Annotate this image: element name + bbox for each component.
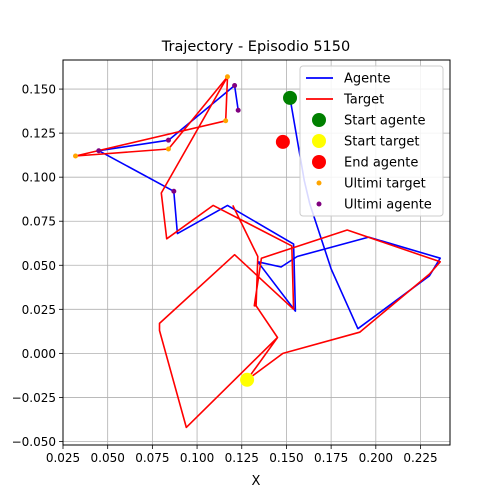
y-tick-label: 0.000 [22, 347, 56, 361]
ultimi-target-point [73, 153, 79, 159]
y-axis-ticks: −0.050 −0.025 0.000 0.025 0.050 0.075 0.100 0.1… [12, 83, 63, 449]
y-tick-label: 0.050 [22, 259, 56, 273]
ultimi-agente-point [171, 188, 177, 194]
x-tick-label: 0.175 [314, 451, 348, 465]
ultimi-agente-point [165, 137, 171, 143]
y-tick-label: 0.075 [22, 215, 56, 229]
start-agente-point [283, 90, 298, 105]
x-tick-label: 0.225 [403, 451, 437, 465]
ultimi-agente-legend-swatch [316, 201, 322, 207]
x-tick-label: 0.200 [359, 451, 393, 465]
start-target-point [240, 372, 255, 387]
ultimi-target-point [165, 146, 171, 152]
x-tick-label: 0.050 [91, 451, 125, 465]
plot-series [73, 74, 442, 429]
plot-frame [62, 59, 451, 446]
ultimi-target-legend-label: Ultimi target [344, 177, 426, 192]
x-tick-label: 0.125 [225, 451, 259, 465]
start-agente-legend-swatch [312, 113, 326, 127]
ultimi-target-point [223, 118, 229, 124]
start-target-legend-label: Start target [344, 135, 419, 150]
target-legend-label: Target [343, 93, 384, 108]
x-tick-label: 0.025 [46, 451, 80, 465]
chart-title: Trajectory - Episodio 5150 [161, 39, 350, 55]
x-tick-label: 0.150 [269, 451, 303, 465]
ultimi-agente-point [232, 83, 238, 89]
start-agente-legend-label: Start agente [344, 114, 425, 129]
y-tick-label: 0.125 [22, 127, 56, 141]
x-tick-label: 0.075 [135, 451, 169, 465]
y-tick-label: −0.025 [12, 391, 56, 405]
start-target-legend-swatch [312, 134, 326, 148]
y-tick-label: 0.150 [22, 83, 56, 97]
x-axis-ticks: 0.025 0.050 0.075 0.100 0.125 0.150 0.175 0.200… [46, 445, 438, 465]
x-tick-label: 0.100 [180, 451, 214, 465]
end-agente-legend-label: End agente [344, 156, 418, 171]
agente-series-line [98, 84, 442, 330]
end-agente-point [275, 134, 290, 149]
target-series-line [74, 75, 442, 429]
ultimi-target-point [224, 74, 230, 80]
ultimi-agente-point [235, 107, 241, 113]
legend: Agente Target Start agente Start target End … [299, 65, 444, 217]
end-agente-legend-swatch [312, 155, 326, 169]
y-tick-label: −0.050 [12, 435, 56, 449]
y-tick-label: 0.025 [22, 303, 56, 317]
legend-frame [299, 65, 444, 217]
agente-legend-label: Agente [344, 72, 390, 87]
x-axis-label: X [252, 474, 261, 489]
ultimi-target-legend-swatch [316, 180, 322, 186]
y-tick-label: 0.100 [22, 171, 56, 185]
ultimi-agente-point [96, 148, 102, 154]
ultimi-agente-legend-label: Ultimi agente [344, 198, 432, 213]
